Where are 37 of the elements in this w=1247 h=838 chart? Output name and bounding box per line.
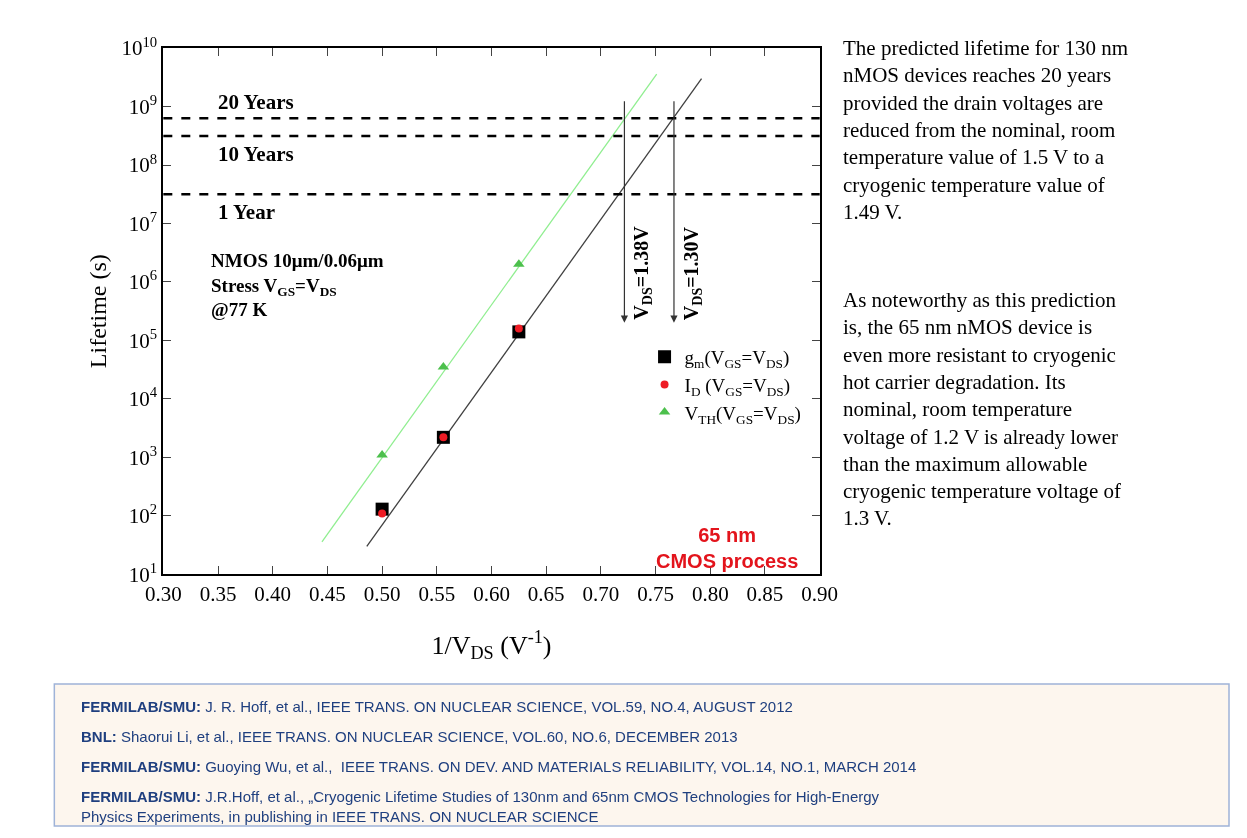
x-tick-label: 0.65 <box>527 582 565 607</box>
y-tick-label: 10$^{8}$ <box>128 150 158 178</box>
legend-label: I$_{D}$ (V$_{GS}$=V$_{DS}$) <box>684 374 791 399</box>
x-tick-label: 0.90 <box>801 582 839 607</box>
annotation: 65 nm CMOS process <box>656 524 799 572</box>
y-tick-label: 10$^{4}$ <box>128 384 158 412</box>
x-tick-label: 0.80 <box>691 582 729 607</box>
x-tick-label: 0.75 <box>637 582 674 607</box>
legend-label: V$_{TH}$(V$_{GS}$=V$_{DS}$) <box>684 402 801 427</box>
y-tick-label: 10$^{5}$ <box>128 325 158 353</box>
ref-line-label: 10 Years <box>218 142 294 166</box>
ref-line-label: 1 Year <box>218 200 275 224</box>
text: FERMILAB/SMU: J.R.Hoff, et al., „Cryogenic Lifetime Studies of 130nm and 65nm CMOS Technologies for High-Energy Physics Experiments, in publishing in IEEE TRANS. ON NUCLEAR SCIENCE <box>81 788 880 825</box>
x-tick-label: 0.60 <box>473 582 510 607</box>
legend-label: g$_{m}$(V$_{GS}$=V$_{DS}$) <box>684 347 790 372</box>
text: BNL: Shaorui Li, et al., IEEE TRANS. ON NUCLEAR SCIENCE, VOL.60, NO.6, DECEMBER 2013 <box>81 728 738 745</box>
y-tick-label: 10$^{3}$ <box>128 442 158 470</box>
x-tick-label: 0.85 <box>746 582 784 607</box>
y-tick-label: 10$^{7}$ <box>128 209 158 236</box>
text: NMOS 10μm/0.06μm Stress V$_{GS}$=V$_{DS}$ @77 K <box>211 250 384 321</box>
x-tick-label: 0.40 <box>254 582 292 607</box>
x-tick-label: 0.55 <box>418 582 456 607</box>
text: As noteworthy as this prediction is, the 65 nm nMOS device is even more resistant to cryogenic hot carrier degradation. Its nominal, room temperature voltage of 1.2 V is already lower than the maximum allowable cryogenic temperature voltage of 1.3 V. <box>843 288 1122 531</box>
y-axis-title: Lifetime (s) <box>85 254 112 369</box>
y-tick-label: 10$^{6}$ <box>128 267 158 295</box>
y-tick-label: 10$^{2}$ <box>128 501 158 529</box>
y-tick-label: 10$^{9}$ <box>128 92 158 119</box>
x-tick-label: 0.50 <box>363 582 401 607</box>
ref-line-label: 20 Years <box>218 90 294 114</box>
y-tick-label: 10$^{10}$ <box>121 33 158 61</box>
x-axis-title: 1/V$_{DS}$ (V$^{-1}$) <box>431 626 552 664</box>
text: FERMILAB/SMU: J. R. Hoff, et al., IEEE TRANS. ON NUCLEAR SCIENCE, VOL.59, NO.4, AUGUST 2012 <box>81 698 793 715</box>
x-tick-label: 0.35 <box>199 582 237 607</box>
x-tick-label: 0.45 <box>309 582 346 607</box>
x-tick-label: 0.70 <box>582 582 620 607</box>
text: FERMILAB/SMU: Guoying Wu, et al., IEEE TRANS. ON DEV. AND MATERIALS RELIABILITY, VOL.14, NO.1, MARCH 2014 <box>81 758 917 775</box>
text: The predicted lifetime for 130 nm nMOS devices reaches 20 years provided the drain voltages are reduced from the nominal, room temperature value of 1.5 V to a cryogenic temperature value of 1.49 V. <box>843 36 1129 224</box>
